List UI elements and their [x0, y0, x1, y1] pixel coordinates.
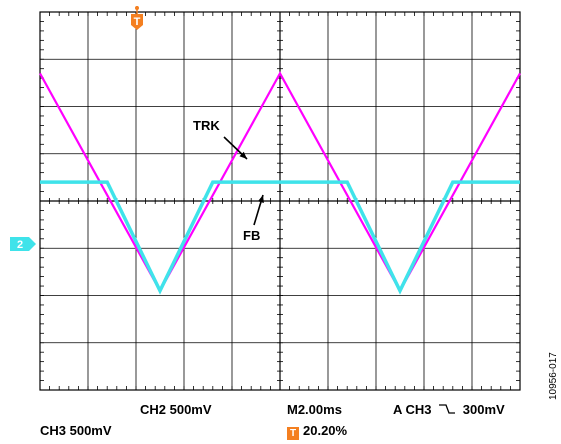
graticule	[39, 11, 521, 391]
timebase-readout: M2.00ms	[287, 402, 342, 417]
ch3-scale-readout: CH3 500mV	[40, 423, 112, 438]
annotation-fb: FB	[243, 228, 260, 243]
annotation-trk-arrow-head	[239, 151, 247, 159]
trigger-position: 20.20%	[303, 423, 348, 438]
annotation-trk: TRK	[193, 118, 220, 133]
trigger-marker-label: T	[134, 16, 141, 28]
series-line-fb	[40, 180, 520, 295]
trigger-marker-icon	[131, 14, 143, 30]
annotation-fb-arrow-head	[257, 195, 264, 203]
ch2-ground-marker-label: 2	[17, 239, 23, 251]
trigger-level: 300mV	[462, 402, 505, 417]
traces	[39, 71, 521, 295]
annotations: TRK FB	[193, 118, 264, 243]
trigger-marker-dot	[135, 6, 139, 10]
ch2-ground-marker-icon	[10, 237, 36, 251]
trigger-position-readout: T 20.20%	[287, 423, 347, 440]
falling-edge-icon	[439, 404, 456, 414]
figure-number: 10956-017	[548, 352, 559, 400]
trigger-source-readout: A CH3 300mV	[393, 402, 505, 417]
trigger-badge-icon: T	[287, 427, 299, 440]
ch2-scale-readout: CH2 500mV	[140, 402, 212, 417]
markers: T2	[10, 6, 143, 251]
series-line-trk	[39, 71, 521, 294]
trigger-source: A CH3	[393, 402, 432, 417]
